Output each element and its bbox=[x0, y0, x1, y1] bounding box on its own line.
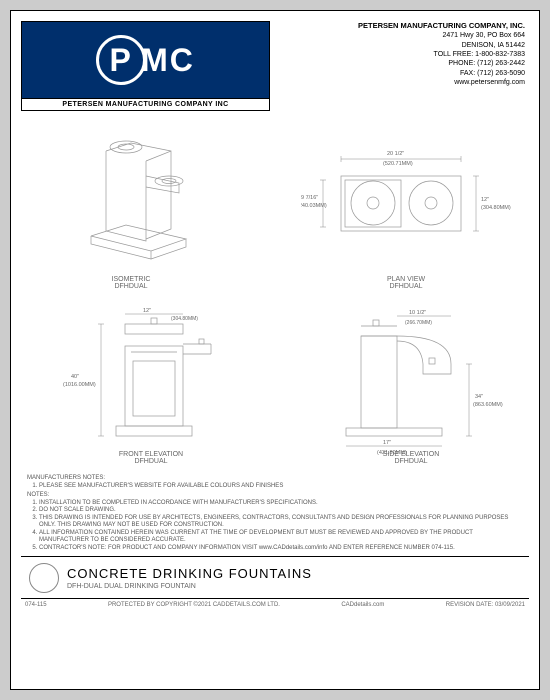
dim-plan-d: 12" bbox=[481, 197, 489, 203]
dim-plan-w: 20 1/2" bbox=[387, 151, 404, 157]
note-4: ALL INFORMATION CONTAINED HEREIN WAS CUR… bbox=[39, 530, 523, 545]
copyright: PROTECTED BY COPYRIGHT ©2021 CADDETAILS.… bbox=[108, 602, 280, 608]
note-3: THIS DRAWING IS INTENDED FOR USE BY ARCH… bbox=[39, 515, 523, 530]
header: PMC PETERSEN MANUFACTURING COMPANY INC P… bbox=[21, 21, 529, 111]
front-label: FRONT ELEVATION DFHDUAL bbox=[96, 451, 206, 465]
mfg-notes-header: MANUFACTURERS NOTES: bbox=[27, 475, 523, 483]
notes-block: MANUFACTURERS NOTES: PLEASE SEE MANUFACT… bbox=[21, 471, 529, 556]
ref-number: 074-115 bbox=[25, 602, 47, 608]
note-1: INSTALLATION TO BE COMPLETED IN ACCORDAN… bbox=[39, 500, 523, 508]
dim-side-h-mm: (863.60MM) bbox=[473, 402, 503, 408]
note-5: CONTRACTOR'S NOTE: FOR PRODUCT AND COMPA… bbox=[39, 545, 523, 553]
footer: 074-115 PROTECTED BY COPYRIGHT ©2021 CAD… bbox=[21, 598, 529, 608]
iso-label: ISOMETRIC DFHDUAL bbox=[86, 276, 176, 290]
dim-plan-w-mm: (520.71MM) bbox=[383, 161, 413, 167]
dim-plan-d-mm: (304.80MM) bbox=[481, 205, 511, 211]
dim-plan-h: 9 7/16" bbox=[301, 195, 318, 201]
plan-view: 20 1/2" (520.71MM) 9 7/16" (240.03MM) 12… bbox=[301, 131, 511, 271]
front-elevation: 12" (304.80MM) 40" (1016.00MM) bbox=[61, 306, 241, 456]
note-2: DO NOT SCALE DRAWING. bbox=[39, 507, 523, 515]
pmc-logo: PMC bbox=[22, 22, 269, 98]
company-tollfree: TOLL FREE: 1-800-832-7383 bbox=[280, 50, 525, 59]
mfg-note-1: PLEASE SEE MANUFACTURER'S WEBSITE FOR AV… bbox=[39, 483, 523, 491]
dim-side-b: 17" bbox=[383, 440, 391, 446]
dim-front-w: 12" bbox=[143, 308, 151, 314]
company-web: www.petersenmfg.com bbox=[280, 78, 525, 87]
company-addr2: DENISON, IA 51442 bbox=[280, 41, 525, 50]
side-label: SIDE ELEVATION DFHDUAL bbox=[356, 451, 466, 465]
isometric-view bbox=[51, 121, 211, 271]
dim-side-t-mm: (266.70MM) bbox=[405, 320, 432, 326]
plan-label: PLAN VIEW DFHDUAL bbox=[361, 276, 451, 290]
pmc-logo-block: PMC PETERSEN MANUFACTURING COMPANY INC bbox=[21, 21, 270, 111]
company-phone: PHONE: (712) 263-2442 bbox=[280, 59, 525, 68]
drawing-subtitle: DFH-DUAL DUAL DRINKING FOUNTAIN bbox=[67, 583, 312, 590]
company-name: PETERSEN MANUFACTURING COMPANY, INC. bbox=[280, 21, 525, 31]
dim-plan-h-mm: (240.03MM) bbox=[301, 203, 327, 209]
drawing-title: CONCRETE DRINKING FOUNTAINS bbox=[67, 566, 312, 581]
drawing-area: ISOMETRIC DFHDUAL 20 1/2" (520.71MM) 9 7… bbox=[21, 111, 529, 471]
drawing-sheet: PMC PETERSEN MANUFACTURING COMPANY INC P… bbox=[10, 10, 540, 690]
dim-front-h-mm: (1016.00MM) bbox=[63, 382, 96, 388]
logo-company-line: PETERSEN MANUFACTURING COMPANY INC bbox=[22, 98, 269, 110]
company-info: PETERSEN MANUFACTURING COMPANY, INC. 247… bbox=[280, 21, 529, 111]
dim-side-h: 34" bbox=[475, 394, 483, 400]
detail-circle-icon bbox=[29, 563, 59, 593]
side-elevation: 10 1/2" (266.70MM) 34" (863.60MM) 17" (4… bbox=[311, 306, 511, 456]
title-block: CONCRETE DRINKING FOUNTAINS DFH-DUAL DUA… bbox=[21, 556, 529, 598]
dim-side-t: 10 1/2" bbox=[409, 310, 426, 316]
dim-front-h: 40" bbox=[71, 374, 79, 380]
gen-notes-header: NOTES: bbox=[27, 492, 523, 500]
site: CADdetails.com bbox=[341, 602, 384, 608]
dim-front-w-mm: (304.80MM) bbox=[171, 316, 198, 322]
company-fax: FAX: (712) 263-5090 bbox=[280, 69, 525, 78]
revision-date: REVISION DATE: 03/09/2021 bbox=[446, 602, 525, 608]
company-addr1: 2471 Hwy 30, PO Box 664 bbox=[280, 31, 525, 40]
